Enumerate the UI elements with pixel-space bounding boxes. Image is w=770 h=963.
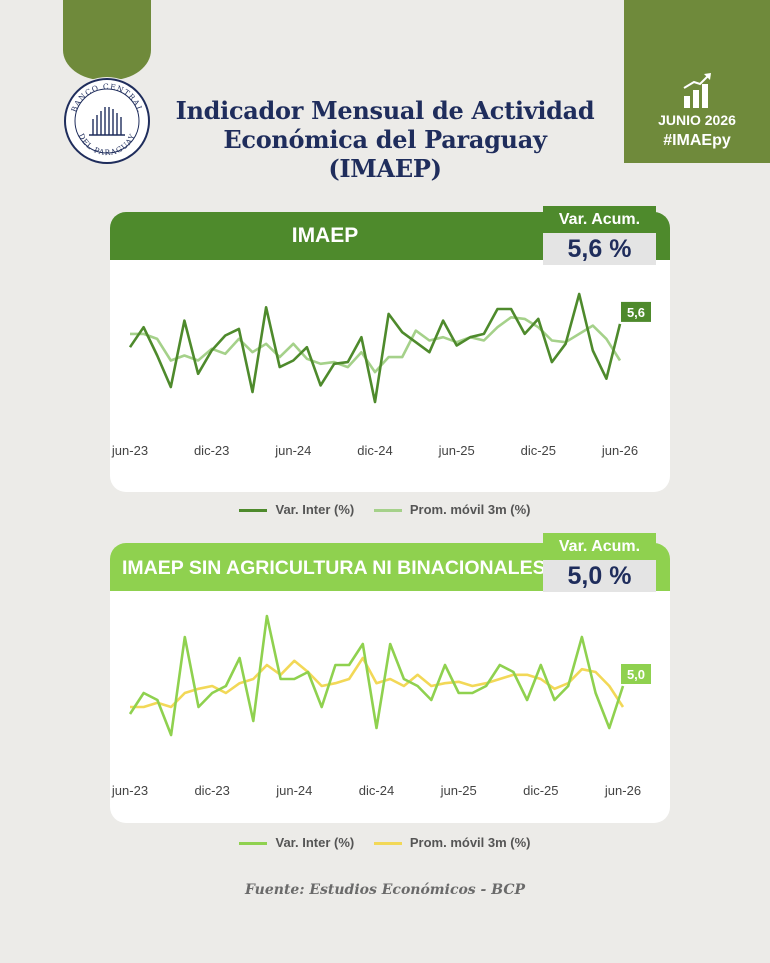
x-tick-label: dic-24 bbox=[359, 783, 394, 798]
sin-agri-acum-label: Var. Acum. bbox=[543, 533, 656, 560]
end-value-label: 5,0 bbox=[621, 664, 651, 684]
imaep-acum-value: 5,6 % bbox=[543, 233, 656, 265]
sin-agri-acum-value: 5,0 % bbox=[543, 560, 656, 592]
legend-swatch bbox=[239, 842, 268, 846]
imaep-acum-label: Var. Acum. bbox=[543, 206, 656, 233]
legend-item-var-inter: Var. Inter (%) bbox=[239, 502, 354, 517]
x-tick-label: jun-26 bbox=[601, 443, 638, 458]
end-value-label: 5,6 bbox=[621, 301, 651, 322]
sin-agri-line-chart: 5,0 jun-23 dic-23 jun-24 dic-24 jun-25 dic-25 j… bbox=[111, 614, 651, 798]
logo-tab bbox=[63, 0, 151, 80]
sin-agri-legend: Var. Inter (%) Prom. móvil 3m (%) bbox=[0, 835, 770, 850]
badge-date: JUNIO 2026 bbox=[658, 112, 736, 128]
sin-agri-chart-title: IMAEP SIN AGRICULTURA NI BINACIONALES bbox=[122, 557, 546, 579]
badge-hashtag: #IMAEpy bbox=[663, 132, 731, 149]
x-tick-label: jun-24 bbox=[275, 783, 312, 798]
x-tick-label: dic-23 bbox=[194, 783, 229, 798]
svg-text:5,6: 5,6 bbox=[627, 305, 645, 320]
legend-swatch bbox=[239, 509, 268, 513]
x-tick-label: jun-26 bbox=[604, 783, 641, 798]
bcp-logo: BANCO CENTRAL DEL PARAGUAY bbox=[63, 77, 151, 165]
date-badge: JUNIO 2026 #IMAEpy bbox=[624, 0, 770, 163]
x-tick-label: dic-24 bbox=[357, 443, 392, 458]
x-tick-label: dic-25 bbox=[523, 783, 558, 798]
legend-label: Var. Inter (%) bbox=[275, 835, 355, 850]
svg-text:5,0: 5,0 bbox=[627, 667, 645, 682]
x-tick-label: dic-25 bbox=[521, 443, 556, 458]
imaep-line-chart: 5,6 jun-23 dic-23 jun-24 dic-24 jun-25 dic-25 j… bbox=[111, 292, 651, 458]
x-tick-label: jun-23 bbox=[111, 443, 148, 458]
page-title: Indicador Mensual de Actividad Económica… bbox=[170, 96, 600, 183]
legend-item-prom-movil: Prom. móvil 3m (%) bbox=[373, 502, 531, 517]
series-line bbox=[130, 656, 625, 709]
legend-label: Prom. móvil 3m (%) bbox=[409, 835, 531, 850]
sin-agri-acum-box: Var. Acum. 5,0 % bbox=[543, 533, 656, 592]
legend-swatch bbox=[373, 509, 402, 513]
title-line-1: Indicador Mensual de Actividad bbox=[175, 96, 595, 125]
legend-item-prom-movil: Prom. móvil 3m (%) bbox=[373, 835, 531, 850]
legend-label: Prom. móvil 3m (%) bbox=[409, 502, 531, 517]
legend-swatch bbox=[373, 842, 402, 846]
title-line-2: Económica del Paraguay (IMAEP) bbox=[223, 125, 547, 183]
imaep-acum-box: Var. Acum. 5,6 % bbox=[543, 206, 656, 265]
x-tick-label: dic-23 bbox=[194, 443, 229, 458]
x-tick-label: jun-23 bbox=[111, 783, 148, 798]
x-tick-label: jun-25 bbox=[438, 443, 475, 458]
x-tick-label: jun-24 bbox=[274, 443, 311, 458]
x-tick-label: jun-25 bbox=[440, 783, 477, 798]
source-note: Fuente: Estudios Económicos - BCP bbox=[244, 882, 526, 898]
imaep-legend: Var. Inter (%) Prom. móvil 3m (%) bbox=[0, 502, 770, 517]
imaep-chart-title: IMAEP bbox=[291, 224, 359, 247]
growth-chart-icon bbox=[683, 73, 711, 108]
series-line bbox=[128, 614, 625, 737]
legend-label: Var. Inter (%) bbox=[275, 502, 355, 517]
legend-item-var-inter: Var. Inter (%) bbox=[239, 835, 354, 850]
series-line bbox=[128, 292, 622, 404]
